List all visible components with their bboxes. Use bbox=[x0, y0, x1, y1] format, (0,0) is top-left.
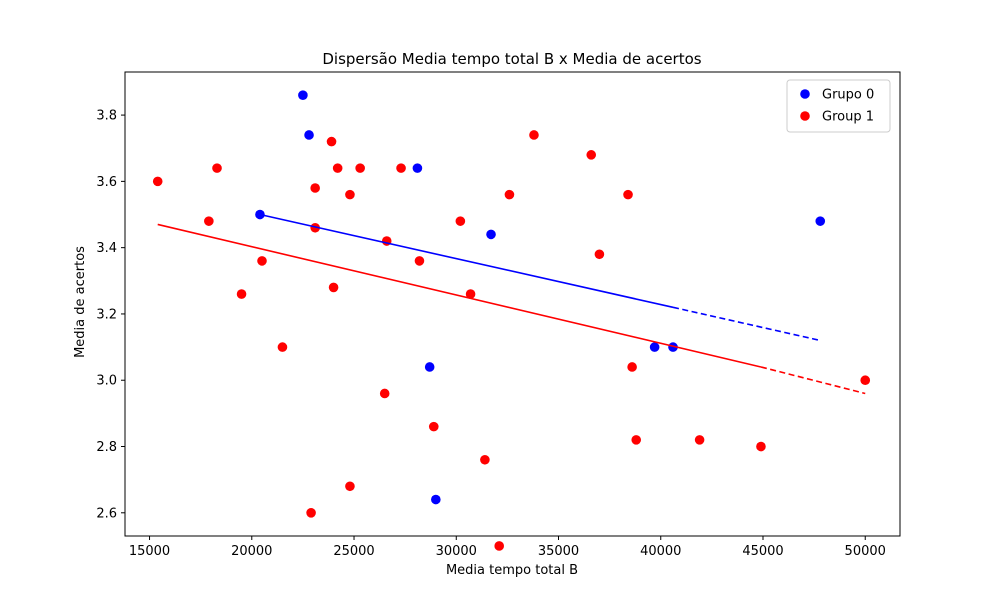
data-point bbox=[310, 222, 320, 233]
x-tick-label: 35000 bbox=[538, 544, 579, 559]
data-point bbox=[414, 256, 425, 266]
data-point bbox=[396, 163, 406, 173]
x-tick-label: 20000 bbox=[231, 544, 272, 559]
data-point bbox=[594, 249, 605, 260]
data-point bbox=[298, 90, 308, 100]
data-point bbox=[332, 163, 343, 173]
data-point bbox=[480, 454, 490, 465]
y-tick-label: 2.8 bbox=[96, 440, 117, 455]
data-point bbox=[412, 163, 423, 173]
x-axis-title: Media tempo total B bbox=[446, 563, 578, 578]
y-tick-label: 3.6 bbox=[96, 175, 117, 190]
data-point bbox=[815, 216, 826, 226]
y-tick-label: 3.4 bbox=[96, 241, 117, 256]
x-tick-label: 50000 bbox=[845, 544, 886, 559]
y-tick-label: 3.2 bbox=[96, 307, 117, 322]
data-point bbox=[310, 183, 320, 193]
data-point bbox=[627, 362, 637, 372]
data-point bbox=[649, 342, 660, 352]
series-1-points bbox=[152, 130, 871, 551]
y-tick-label: 3.0 bbox=[96, 374, 117, 389]
data-point bbox=[486, 229, 496, 240]
chart-title: Dispersão Media tempo total B x Media de… bbox=[322, 50, 701, 68]
series-1-trend-dashed bbox=[760, 366, 866, 395]
data-point bbox=[345, 481, 355, 492]
legend-label: Grupo 0 bbox=[822, 88, 874, 103]
x-tick-label: 30000 bbox=[436, 544, 477, 559]
data-point bbox=[355, 163, 365, 173]
data-point bbox=[623, 189, 633, 200]
data-point bbox=[306, 508, 316, 518]
data-point bbox=[379, 388, 390, 399]
x-tick-label: 15000 bbox=[129, 544, 170, 559]
plot-area: 15000 20000 25000 30000 35000 40000 45000 50000… bbox=[96, 71, 901, 559]
data-point bbox=[756, 441, 766, 452]
data-point bbox=[494, 541, 505, 551]
data-point bbox=[277, 342, 288, 352]
y-axis-title: Media de acertos bbox=[73, 246, 88, 358]
data-point bbox=[257, 256, 267, 266]
data-point bbox=[428, 421, 439, 432]
data-point bbox=[326, 136, 337, 147]
data-point bbox=[455, 216, 466, 226]
data-point bbox=[694, 435, 705, 445]
series-0-trend-dashed bbox=[672, 306, 821, 342]
data-point bbox=[236, 289, 247, 299]
legend-marker bbox=[800, 111, 810, 121]
series-1-trend-solid bbox=[157, 223, 762, 368]
data-point bbox=[860, 375, 871, 386]
data-point bbox=[465, 289, 476, 299]
data-point bbox=[424, 362, 435, 372]
x-tick-label: 25000 bbox=[333, 544, 374, 559]
data-point bbox=[204, 216, 214, 226]
data-point bbox=[345, 189, 355, 200]
data-point bbox=[328, 282, 339, 293]
data-point bbox=[431, 494, 441, 505]
legend-marker bbox=[800, 89, 810, 99]
legend: Grupo 0 Group 1 bbox=[786, 79, 891, 133]
plot-frame bbox=[124, 71, 901, 537]
data-point bbox=[668, 342, 678, 352]
x-tick-label: 40000 bbox=[640, 544, 681, 559]
legend-label: Group 1 bbox=[822, 110, 874, 125]
series-0-points bbox=[255, 90, 826, 505]
y-tick-label: 3.8 bbox=[96, 109, 117, 124]
legend-box bbox=[786, 79, 891, 133]
data-point bbox=[304, 130, 314, 140]
x-tick-label: 45000 bbox=[742, 544, 783, 559]
data-point bbox=[631, 435, 642, 445]
y-tick-label: 2.6 bbox=[96, 506, 117, 521]
data-point bbox=[212, 163, 222, 173]
series-0-trend-solid bbox=[259, 213, 674, 309]
data-point bbox=[529, 130, 539, 140]
data-point bbox=[586, 150, 597, 160]
data-point bbox=[152, 176, 163, 187]
data-point bbox=[504, 189, 515, 200]
